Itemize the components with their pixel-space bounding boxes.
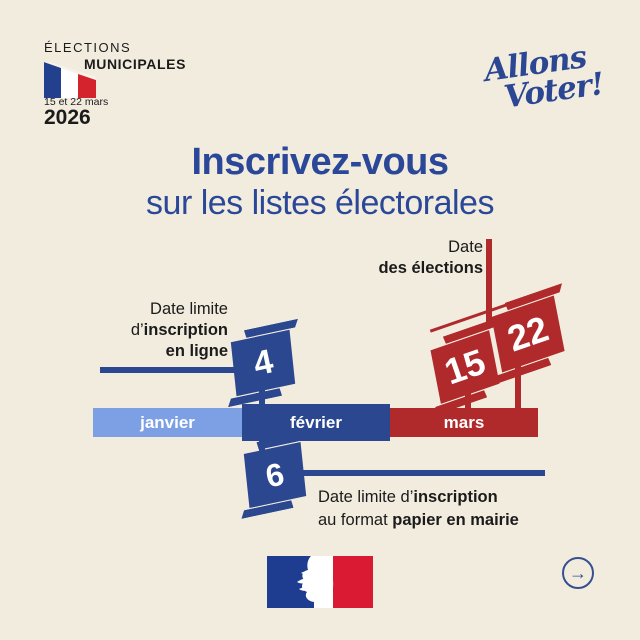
day22-connector-line [515,352,521,408]
timeline-segment-mars: mars [390,408,538,437]
next-arrow-button[interactable]: → [562,557,594,589]
badge-day-22-number: 22 [502,307,554,360]
badge-day-15-number: 15 [439,340,491,393]
badge-day-4: 4 [230,329,296,397]
online-deadline-connector-line [100,367,252,373]
badge-day-4-number: 4 [249,341,277,384]
month-label-mars: mars [443,412,485,432]
online-deadline-line2-prefix: d’ [130,321,144,339]
page-title-line1: Inscrivez-vous [191,141,450,183]
badge-day-6-number: 6 [262,455,288,494]
allons-voter-logo: Allons Voter! [482,39,620,116]
badge-day-15: 15 [430,330,500,404]
elections-connector-line [486,239,492,323]
french-government-marianne-logo [267,556,373,608]
timeline-segment-fevrier: février [242,404,390,441]
online-deadline-line1: Date limite [150,300,228,318]
elections-wordmark-line2: MUNICIPALES [84,56,187,72]
badge-day-6: 6 [243,441,307,509]
online-deadline-label: Date limite d’inscription en ligne [40,299,228,362]
paper-deadline-line1-prefix: Date limite d’ [318,488,414,506]
arrow-right-icon: → [569,562,587,583]
paper-deadline-line1-bold: inscription [413,488,498,506]
paper-deadline-line2-prefix: au format [318,511,393,529]
elections-wordmark-line1: ÉLECTIONS [44,40,132,55]
page-title-line2: sur les listes électorales [146,184,494,222]
election-dates-caption: 15 et 22 mars [44,96,109,108]
paper-deadline-line2-bold: papier en mairie [392,511,519,529]
election-dates-line2: des élections [378,259,483,277]
online-deadline-line2-bold: inscription [143,321,228,339]
paper-deadline-label: Date limite d’inscription au format papi… [318,486,558,532]
timeline-segment-janvier: janvier [93,408,242,437]
election-dates-line1: Date [448,238,483,256]
election-year: 2026 [44,106,91,129]
month-label-janvier: janvier [140,412,195,432]
election-dates-label: Date des élections [303,237,483,279]
french-flag-ballot-icon [44,62,96,98]
online-deadline-line3: en ligne [165,342,228,360]
month-label-fevrier: février [290,412,342,432]
paper-deadline-connector-line [297,470,545,476]
